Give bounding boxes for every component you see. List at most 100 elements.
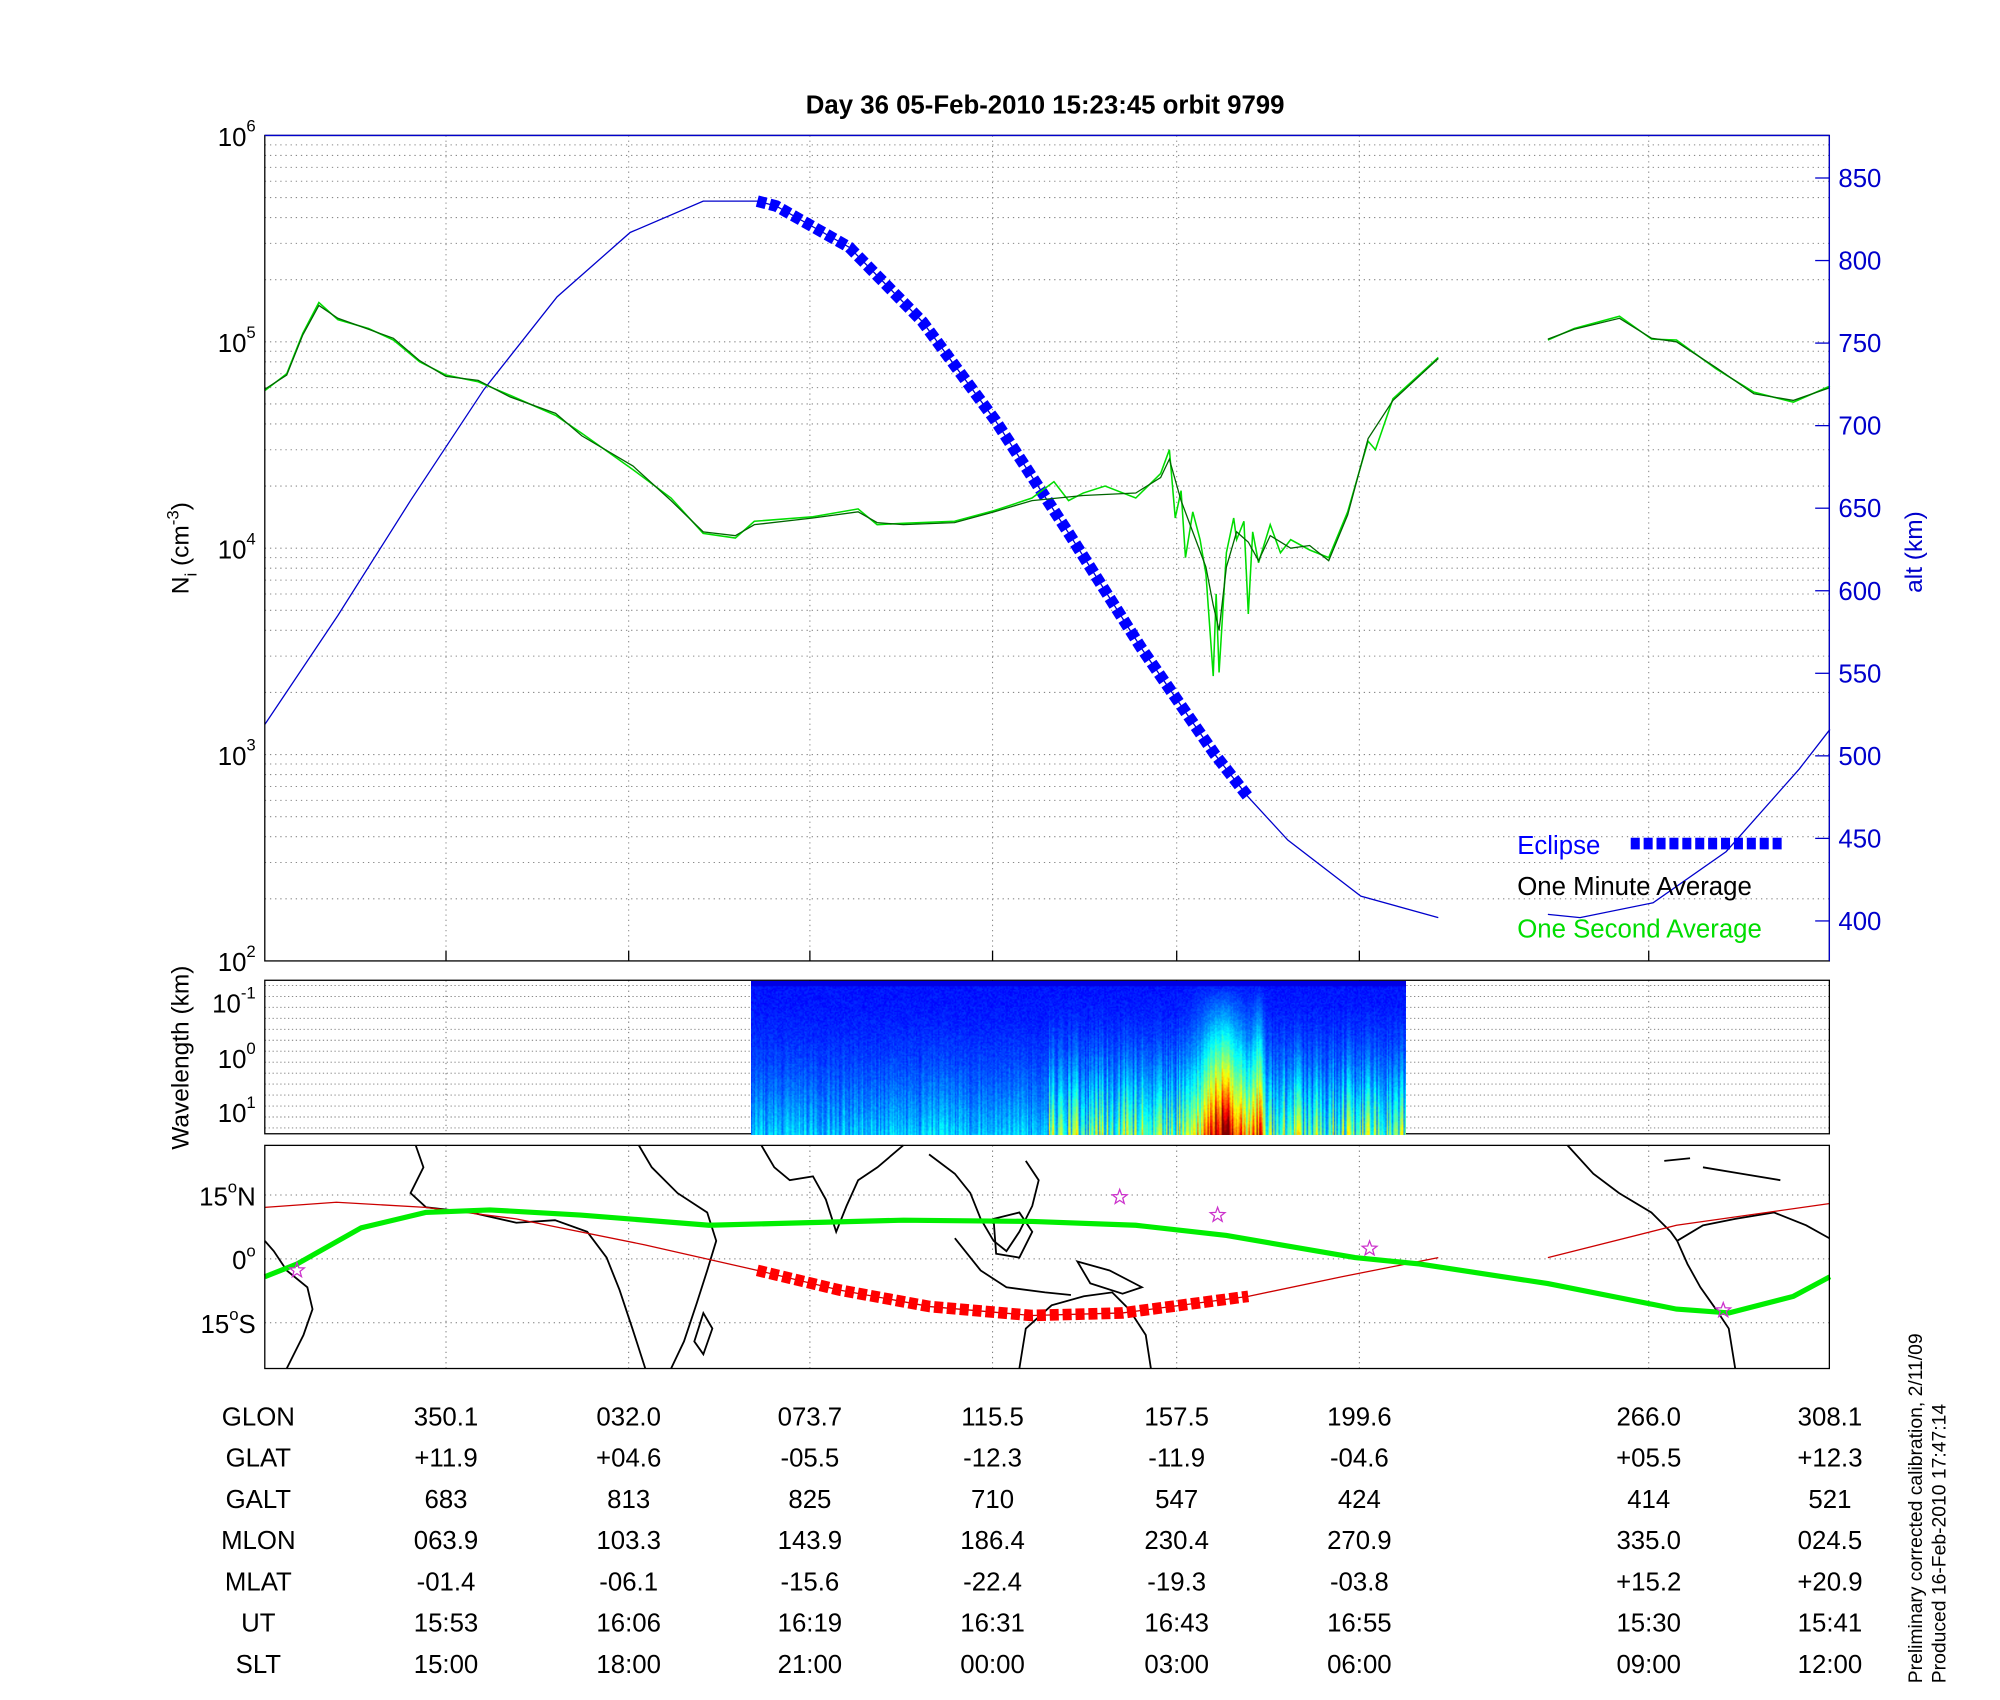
y-tick-label: 106 [218, 117, 256, 152]
table-cell: 683 [424, 1486, 467, 1514]
coast-southeast-asia [928, 1153, 1040, 1253]
table-cell: 230.4 [1144, 1527, 1209, 1555]
tick-base: 10 [218, 536, 247, 564]
table-cell: 16:19 [778, 1610, 843, 1638]
table-cell: 024.5 [1798, 1527, 1863, 1555]
table-cell: 21:00 [778, 1651, 843, 1679]
table-cell: 15:30 [1616, 1610, 1681, 1638]
coast-borneo [992, 1211, 1034, 1259]
lat-tick-label: 15oN [199, 1177, 256, 1211]
spec-tick-label: 10-1 [212, 983, 256, 1018]
tick-exp: 3 [246, 736, 255, 755]
footer-calibration: Preliminary corrected calibration, 2/11/… [1905, 1333, 1927, 1683]
legend-one-second: One Second Average [1517, 916, 1762, 944]
coastlines [264, 1144, 1830, 1369]
table-cell: 199.6 [1327, 1403, 1392, 1431]
lat-value: 15 [199, 1183, 228, 1211]
table-cell: -19.3 [1147, 1568, 1206, 1596]
altitude-line [1547, 729, 1831, 919]
tick-base: 10 [212, 991, 241, 1019]
one-second-line [1547, 315, 1831, 403]
legend: Eclipse One Minute Average One Second Av… [1517, 832, 1783, 944]
left-axis-label: Ni (cm-3) [163, 502, 200, 594]
table-cell: 16:06 [596, 1610, 661, 1638]
table-cell: +15.2 [1616, 1568, 1681, 1596]
table-cell: 186.4 [960, 1527, 1025, 1555]
table-cell: 16:55 [1327, 1610, 1392, 1638]
table-cell: 15:00 [414, 1651, 479, 1679]
eclipse-track-line [755, 1264, 1250, 1322]
table-cell: 032.0 [596, 1403, 661, 1431]
star-marker [1360, 1239, 1379, 1257]
y2-tick-label: 400 [1838, 908, 1881, 936]
ylabel-exp: -3 [163, 510, 182, 525]
star-marker [287, 1260, 307, 1279]
table-cell: 103.3 [596, 1527, 661, 1555]
row-label-glon: GLON [222, 1403, 295, 1431]
row-label-mlat: MLAT [225, 1568, 292, 1596]
table-cell: +12.3 [1797, 1445, 1862, 1473]
table-cell: 03:00 [1144, 1651, 1209, 1679]
map-frame [264, 1144, 1831, 1370]
table-cell: 813 [607, 1486, 650, 1514]
table-cell: 335.0 [1616, 1527, 1681, 1555]
table-cell: -05.5 [781, 1445, 840, 1473]
y-tick-label: 102 [218, 942, 256, 977]
table-cell: -06.1 [599, 1568, 658, 1596]
ground-track-line [1547, 1202, 1831, 1259]
coast-new-guinea [1075, 1259, 1145, 1295]
tick-base: 10 [218, 124, 247, 152]
y2-tick-label: 850 [1838, 165, 1881, 193]
table-cell: 521 [1808, 1486, 1851, 1514]
table-cell: 06:00 [1327, 1651, 1392, 1679]
coast-australia [1018, 1291, 1152, 1369]
table-cell: +04.6 [596, 1445, 661, 1473]
top-panel-grid [264, 135, 1830, 961]
coast-south-america-east [1676, 1211, 1830, 1369]
tick-base: 10 [218, 1046, 247, 1074]
table-cell: 414 [1627, 1486, 1670, 1514]
y2-tick-label: 700 [1838, 413, 1881, 441]
y2-tick-label: 800 [1838, 248, 1881, 276]
tick-exp: -1 [241, 983, 256, 1002]
coast-arabia-india [760, 1144, 904, 1235]
table-cell: +11.9 [414, 1445, 477, 1473]
coast-sumatra-java [954, 1237, 1072, 1296]
table-cell: 710 [971, 1486, 1014, 1514]
table-cell: 350.1 [414, 1403, 479, 1431]
one-minute-line [1547, 317, 1831, 402]
coast-caribbean [1664, 1157, 1781, 1182]
table-cell: -03.8 [1330, 1568, 1389, 1596]
y2-tick-label: 750 [1838, 330, 1881, 358]
y2-tick-label: 450 [1838, 825, 1881, 853]
row-label-slt: SLT [236, 1651, 282, 1679]
right-axis-ticks: 400 450 500 550 600 650 700 750 800 850 [1815, 165, 1881, 936]
eclipse-marker-line [755, 195, 1253, 801]
table-cell: 266.0 [1616, 1403, 1681, 1431]
hemisphere: S [239, 1311, 256, 1339]
table-cell: 825 [788, 1486, 831, 1514]
row-label-glat: GLAT [226, 1445, 292, 1473]
table-cell: 073.7 [778, 1403, 843, 1431]
y-tick-label: 105 [218, 323, 256, 358]
table-cell: 12:00 [1798, 1651, 1863, 1679]
table-cell: +20.9 [1797, 1568, 1862, 1596]
lat-value: 15 [201, 1311, 230, 1339]
one-second-line [264, 301, 1439, 677]
coast-south-america-west [264, 1240, 314, 1369]
one-minute-line [264, 304, 1439, 631]
spectrogram-image [751, 981, 1406, 1135]
table-cell: -12.3 [963, 1445, 1022, 1473]
tick-base: 10 [218, 330, 247, 358]
ylabel-unit: (cm [168, 525, 195, 573]
table-cell: 16:31 [960, 1610, 1025, 1638]
tick-exp: 5 [246, 323, 255, 342]
hemisphere: N [237, 1183, 256, 1211]
magnetic-equator-line [263, 1207, 1832, 1316]
table-cell: 15:41 [1798, 1610, 1863, 1638]
table-cell: -04.6 [1330, 1445, 1389, 1473]
